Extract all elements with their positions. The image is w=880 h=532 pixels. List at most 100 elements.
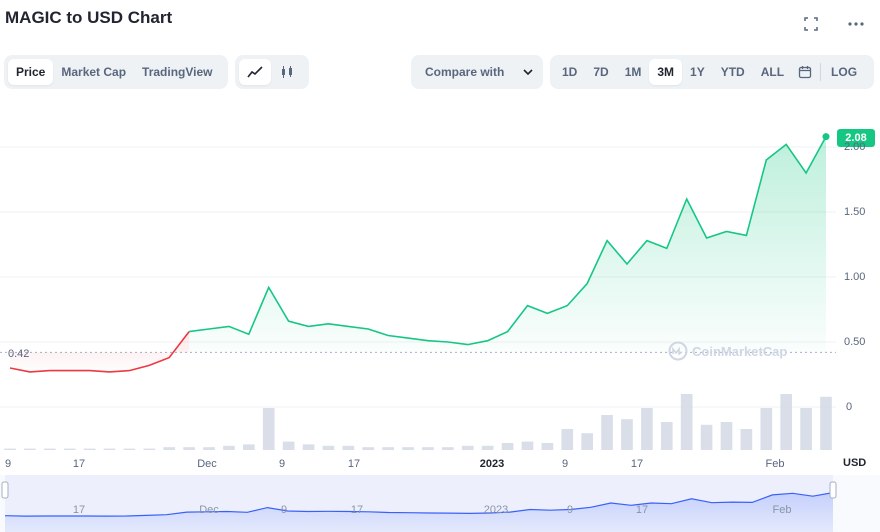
range-3m[interactable]: 3M	[649, 59, 683, 85]
volume-bar	[780, 394, 793, 450]
volume-bar	[163, 447, 176, 450]
volume-bar	[262, 408, 275, 450]
range-1d[interactable]: 1D	[562, 65, 578, 79]
navigator-handle[interactable]	[1, 481, 9, 499]
price-line-up	[188, 136, 827, 346]
navigator-area	[5, 492, 833, 532]
volume-bar	[322, 445, 335, 450]
line-chart-icon	[247, 66, 263, 78]
current-price-tag: 2.08	[837, 129, 875, 147]
volume-bar	[660, 422, 673, 450]
watermark-text: CoinMarketCap	[692, 343, 788, 359]
navigator-tick: 2023	[483, 504, 509, 516]
volume-bar	[820, 396, 832, 450]
y-tick: 2.00	[844, 141, 866, 153]
x-tick: 9	[4, 458, 12, 470]
navigator-tick: Dec	[199, 504, 219, 516]
volume-bar	[601, 415, 613, 450]
candlestick-icon	[282, 66, 292, 78]
chevron-down-icon	[523, 69, 533, 75]
x-tick: 17	[72, 458, 86, 470]
tab-price[interactable]: Price	[8, 59, 54, 85]
navigator-tick: 17	[72, 504, 86, 516]
volume-bar	[461, 445, 474, 450]
navigator-tick: 9	[566, 504, 574, 516]
range-1m[interactable]: 1M	[624, 65, 642, 79]
volume-bars	[4, 394, 832, 450]
navigator-tick: 17	[635, 504, 649, 516]
volume-bar	[382, 447, 394, 450]
volume-bar	[422, 447, 434, 450]
range-all[interactable]: ALL	[760, 65, 785, 79]
time-range-tabs: 1D 7D 1M 3M 1Y YTD ALL LOG	[550, 55, 874, 89]
volume-bar	[581, 433, 593, 450]
y-tick: 0	[846, 401, 853, 413]
x-tick: 2023	[479, 458, 505, 470]
volume-bar	[43, 448, 56, 450]
x-tick: Feb	[765, 458, 785, 470]
x-tick: 9	[561, 458, 569, 470]
volume-bar	[740, 429, 753, 450]
calendar-icon	[798, 66, 812, 79]
navigator-handle[interactable]	[829, 481, 837, 499]
view-tabs: Price Market Cap TradingView	[4, 55, 228, 89]
volume-bar	[760, 408, 773, 450]
price-area-below-reference	[10, 331, 190, 372]
volume-bar	[561, 429, 574, 450]
x-tick: 9	[278, 458, 286, 470]
volume-bar	[24, 448, 36, 450]
y-tick: 1.50	[844, 206, 866, 218]
more-options-icon[interactable]	[846, 14, 866, 34]
volume-bar	[362, 447, 375, 450]
tab-market-cap[interactable]: Market Cap	[61, 65, 127, 79]
candlestick-button[interactable]	[271, 59, 303, 85]
date-range-button[interactable]	[792, 59, 818, 85]
volume-bar	[63, 448, 76, 450]
volume-bar	[103, 448, 116, 450]
navigator-line	[4, 492, 834, 517]
volume-bar	[302, 444, 315, 450]
x-tick: Dec	[197, 458, 217, 470]
price-line-down	[9, 331, 190, 373]
price-area	[10, 136, 827, 372]
navigator-tick: Feb	[772, 504, 792, 516]
range-divider	[820, 63, 822, 81]
volume-bar	[402, 447, 414, 450]
log-scale-button[interactable]: LOG	[831, 65, 858, 79]
volume-bar	[481, 445, 494, 450]
x-tick: 17	[347, 458, 361, 470]
volume-bar	[541, 443, 554, 450]
volume-bar	[223, 445, 235, 450]
x-tick: 17	[630, 458, 644, 470]
volume-bar	[282, 441, 295, 450]
coinmarketcap-logo-icon	[668, 341, 688, 361]
more-dots-glyph	[848, 22, 864, 26]
volume-bar	[342, 445, 355, 450]
volume-bar	[442, 447, 454, 450]
volume-bar	[800, 408, 812, 450]
volume-bar	[143, 448, 156, 450]
price-area-above-reference	[189, 136, 827, 353]
range-ytd[interactable]: YTD	[720, 65, 745, 79]
compare-dropdown[interactable]: Compare with	[411, 55, 543, 89]
volume-bar	[720, 422, 733, 450]
y-tick: 0.50	[844, 336, 866, 348]
volume-bar	[183, 447, 195, 450]
volume-bar	[243, 444, 255, 450]
volume-bar	[4, 448, 16, 450]
chart-title: MAGIC to USD Chart	[5, 8, 173, 27]
range-7d[interactable]: 7D	[593, 65, 609, 79]
tab-tradingview[interactable]: TradingView	[142, 65, 213, 79]
fullscreen-glyph	[804, 17, 818, 31]
fullscreen-icon[interactable]	[801, 14, 821, 34]
volume-bar	[641, 408, 653, 450]
volume-bar	[203, 447, 215, 450]
currency-label: USD	[843, 457, 867, 469]
line-chart-button[interactable]	[239, 59, 271, 85]
y-tick: 1.00	[844, 271, 866, 283]
compare-label: Compare with	[425, 65, 505, 79]
range-navigator[interactable]	[0, 475, 880, 532]
range-1y[interactable]: 1Y	[690, 65, 705, 79]
volume-bar	[83, 448, 96, 450]
